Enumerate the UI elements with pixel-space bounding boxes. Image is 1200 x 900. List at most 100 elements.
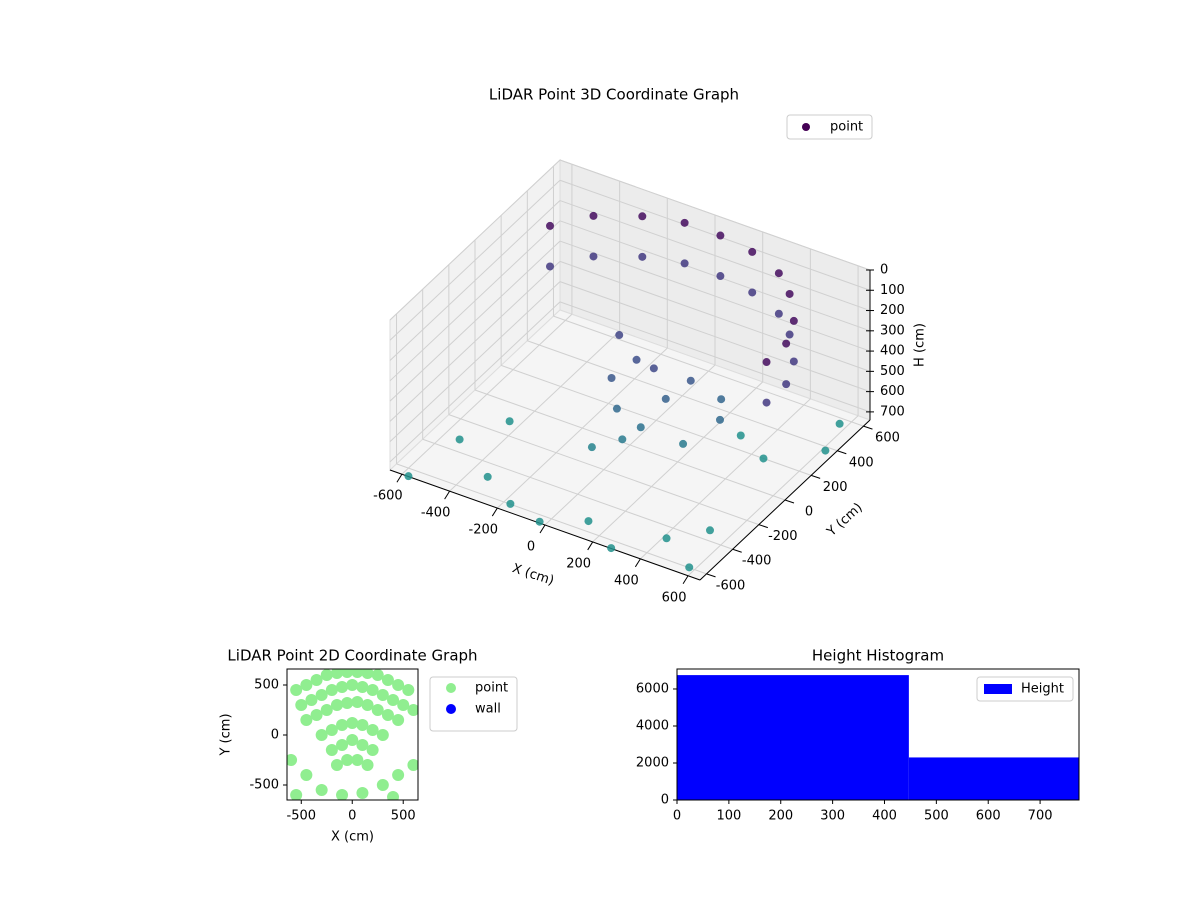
legend-label: point: [830, 120, 863, 135]
grid-line: [527, 340, 838, 452]
grid-line: [389, 220, 561, 382]
tick-mark: [706, 573, 716, 578]
grid-line: [559, 220, 871, 332]
y-tick-label: 400: [849, 455, 874, 470]
chart-title: LiDAR Point 3D Coordinate Graph: [489, 86, 739, 104]
point: [330, 699, 343, 711]
x-axis-line: [389, 469, 701, 581]
point: [346, 734, 359, 746]
point: [361, 759, 374, 771]
z-tick-label: 700: [880, 404, 905, 419]
x-tick-label: 200: [768, 809, 793, 824]
point: [330, 669, 343, 679]
point: [546, 262, 554, 271]
point: [789, 316, 798, 325]
point: [366, 744, 379, 756]
point: [404, 472, 413, 481]
point: [782, 339, 791, 348]
y-axis-line: [699, 419, 871, 581]
point: [649, 364, 658, 373]
point: [361, 699, 374, 711]
y-tick-label: 600: [875, 431, 900, 446]
point: [685, 563, 694, 572]
tick-mark: [810, 474, 821, 479]
y-axis-label: Y (cm): [219, 713, 234, 756]
point: [325, 724, 338, 736]
grid-line: [422, 438, 733, 550]
legend-box: [786, 114, 873, 140]
point: [661, 394, 670, 403]
x-tick-label: 0: [348, 809, 356, 824]
point: [397, 699, 410, 711]
point: [346, 679, 359, 691]
legend-label: wall: [475, 702, 501, 717]
grid-line: [559, 159, 871, 271]
point: [782, 380, 791, 389]
point: [310, 674, 323, 686]
x-tick-label: 0: [673, 809, 681, 824]
point: [387, 694, 400, 706]
point: [376, 729, 389, 741]
point: [392, 714, 405, 726]
y-tick-label: -200: [768, 529, 798, 544]
point: [506, 499, 515, 508]
y-tick-label: 500: [254, 678, 279, 693]
point: [315, 784, 328, 796]
point: [607, 544, 616, 553]
point: [546, 221, 554, 230]
grid-line: [559, 179, 871, 291]
x-tick-label: -400: [421, 506, 451, 521]
grid-line: [559, 200, 871, 312]
grid-line: [474, 389, 786, 501]
point: [336, 789, 349, 800]
tick-mark: [863, 425, 873, 430]
point: [587, 443, 596, 452]
x-tick-label: 600: [662, 590, 687, 605]
tick-mark: [837, 450, 847, 455]
point: [325, 744, 338, 756]
point: [300, 769, 313, 781]
z-tick-label: 600: [880, 384, 905, 399]
point: [762, 398, 771, 407]
point: [584, 517, 593, 526]
x-axis-label: X (cm): [510, 561, 556, 589]
point: [356, 739, 369, 751]
x-tick-label: 500: [391, 809, 416, 824]
point: [636, 423, 645, 432]
point: [618, 435, 627, 444]
point: [638, 212, 647, 221]
point: [483, 472, 492, 481]
point: [346, 717, 359, 729]
grid-line: [389, 240, 561, 402]
x-tick-label: 0: [527, 540, 535, 555]
grid-line: [389, 179, 561, 341]
y-tick-label: 0: [805, 505, 813, 520]
point: [336, 681, 349, 693]
grid-line: [396, 463, 707, 575]
point: [371, 669, 384, 681]
point: [376, 779, 389, 791]
point: [310, 709, 323, 721]
y-axis-label: Y (cm): [824, 500, 866, 540]
point: [387, 791, 400, 800]
point: [789, 357, 798, 366]
point: [662, 534, 671, 543]
point: [320, 669, 333, 681]
point: [759, 454, 768, 463]
x-tick-label: -600: [373, 489, 403, 504]
point: [785, 289, 794, 298]
x-tick-label: -200: [469, 523, 499, 538]
point: [717, 395, 726, 404]
point: [615, 331, 624, 340]
y-tick-label: 6000: [636, 681, 669, 696]
y-tick-label: -600: [716, 578, 746, 593]
bar: [677, 675, 909, 800]
z-axis-label: H (cm): [913, 323, 928, 367]
tick-mark: [587, 541, 594, 551]
point: [455, 435, 464, 444]
point: [351, 696, 364, 708]
point: [325, 684, 338, 696]
legend-marker: [802, 123, 810, 131]
point: [774, 309, 783, 318]
